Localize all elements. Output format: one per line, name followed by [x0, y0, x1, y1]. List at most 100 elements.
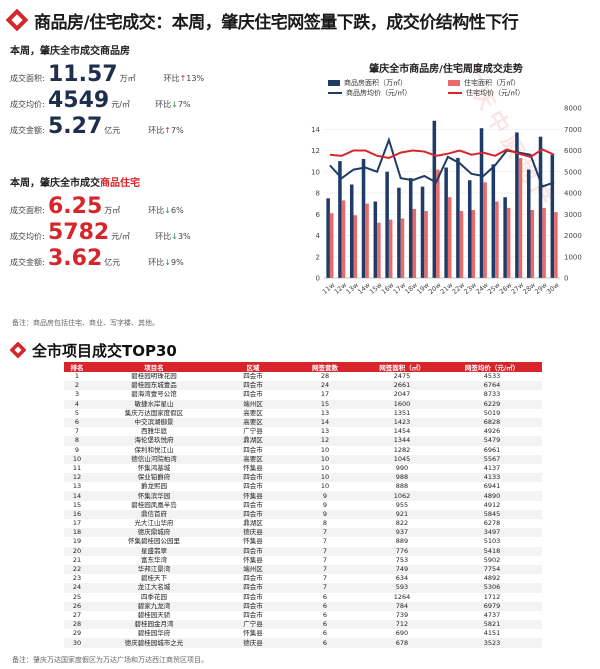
- table-row: 11 怀集鸿基城 怀集县 10 990 4137: [64, 464, 542, 473]
- stat-unit: 元/㎡: [111, 100, 130, 109]
- change-label: 环比: [163, 74, 180, 83]
- cell-rank: 30: [64, 638, 90, 648]
- y-right-tick-label: 8000: [564, 105, 582, 113]
- cell-area: 1062: [362, 491, 442, 501]
- stat-row: 成交金额: 5.27 亿元 环比↑7%: [10, 114, 240, 139]
- legend-label: 商品房均价（元/㎡）: [346, 89, 412, 97]
- stat-label: 成交面积:: [10, 74, 45, 83]
- top30-section-header: 全市项目成交TOP30: [10, 340, 177, 360]
- top30-title: 全市项目成交TOP30: [32, 341, 177, 360]
- legend-line-commercial-price: [328, 92, 342, 94]
- cell-area: 1282: [393, 445, 411, 454]
- cell-district: 四会市: [243, 445, 263, 454]
- y-left-tick-label: 10: [311, 168, 320, 176]
- cell-rank: 27: [72, 610, 82, 619]
- y-right-tick-label: 6000: [564, 147, 582, 155]
- cell-rank: 20: [64, 546, 90, 556]
- bar-commercial-area: [538, 136, 543, 278]
- cell-rank: 21: [72, 555, 82, 564]
- table-row: 18 德庆鼎城府 德庆县 7 937 3497: [64, 528, 542, 538]
- bar-residential-area: [554, 212, 558, 278]
- table-row: 10 德信山河院柏湾 高要区 10 1045 5567: [64, 454, 542, 464]
- bar-residential-area: [518, 157, 523, 278]
- cell-project: 集庆万达国家度假区: [124, 408, 184, 417]
- cell-project: 德庆碧桂园城市之光: [90, 638, 218, 648]
- cell-price: 8733: [483, 390, 501, 399]
- header-project: 项目名: [90, 362, 218, 372]
- change-value: 13%: [186, 74, 205, 83]
- cell-rank: 22: [64, 564, 90, 575]
- cell-project: 星盛翡翠: [90, 546, 218, 556]
- stat-unit: 亿元: [104, 126, 121, 135]
- change-value: 7%: [170, 126, 184, 135]
- residential-heading: 本周，肇庆全市成交商品住宅: [10, 176, 240, 192]
- cell-project: 海伦堡玖悦府: [90, 436, 218, 446]
- cell-district: 高要区: [243, 408, 263, 417]
- cell-rank: 19: [72, 537, 82, 546]
- cell-units: 10: [288, 454, 362, 464]
- bar-residential-area: [341, 200, 346, 278]
- cell-area: 712: [362, 620, 442, 630]
- chart-title: 肇庆全市商品房/住宅周度成交走势: [369, 64, 523, 75]
- stat-change: 环比↑7%: [148, 125, 183, 136]
- header-rank: 排名: [64, 362, 90, 372]
- bar-residential-area: [388, 219, 393, 278]
- cell-units: 6: [322, 592, 328, 601]
- cell-rank: 18: [64, 528, 90, 538]
- bar-commercial-area: [338, 161, 342, 278]
- cell-project: 西雅华庭: [141, 427, 167, 436]
- cell-rank: 13: [72, 482, 82, 491]
- cell-area: 634: [395, 574, 409, 583]
- cell-project: 华邦江景湾: [90, 564, 218, 575]
- cell-project: 碧桂园华府: [137, 629, 171, 638]
- cell-district: 怀集县: [243, 463, 263, 472]
- cell-price: 6941: [483, 482, 501, 491]
- cell-district: 四会市: [218, 509, 288, 519]
- cell-rank: 12: [64, 473, 90, 483]
- cell-price: 3523: [442, 638, 542, 648]
- stat-unit: 元/㎡: [111, 232, 130, 241]
- cell-district: 鼎湖区: [243, 519, 263, 528]
- cell-project: 敏捷水岸星山: [90, 399, 218, 409]
- stat-label: 成交面积:: [10, 206, 45, 215]
- change-value: 6%: [170, 206, 184, 215]
- stat-row: 成交均价: 5782 元/㎡ 环比↓3%: [10, 220, 240, 245]
- cell-area: 921: [362, 509, 442, 519]
- cell-units: 8: [322, 519, 328, 528]
- cell-area: 678: [362, 638, 442, 648]
- header-area: 网签面积（㎡）: [362, 362, 442, 372]
- table-row: 21 富东华湾 怀集县 7 753 5902: [64, 556, 542, 565]
- bar-residential-area: [459, 211, 464, 278]
- table-row: 2 碧桂园东城壹品 四会市 24 2661 6764: [64, 381, 542, 391]
- cell-units: 15: [288, 399, 362, 409]
- y-left-tick-label: 4: [316, 232, 321, 240]
- cell-district: 四会市: [243, 372, 263, 381]
- cell-district: 四会市: [243, 610, 263, 619]
- stat-value: 6.25: [48, 194, 103, 219]
- cell-area: 822: [395, 519, 409, 528]
- cell-price: 6229: [442, 399, 542, 409]
- table-row: 7 西雅华庭 广宁县 13 1454 4926: [64, 427, 542, 436]
- table-row: 16 鼎信首府 四会市 9 921 5845: [64, 509, 542, 519]
- legend-label: 住宅均价（元/㎡）: [466, 89, 525, 97]
- cell-units: 14: [288, 417, 362, 428]
- bar-commercial-area: [467, 180, 472, 278]
- bar-commercial-area: [349, 184, 354, 278]
- bar-residential-area: [377, 222, 381, 278]
- change-value: 3%: [177, 232, 191, 241]
- change-label: 环比: [148, 258, 165, 267]
- header-price: 网签均价（元/㎡）: [442, 362, 542, 372]
- cell-units: 10: [320, 482, 330, 491]
- cell-area: 749: [362, 564, 442, 575]
- cell-project: 保业铂爵府: [90, 473, 218, 483]
- cell-project: 四季花园: [141, 592, 167, 601]
- bar-commercial-area: [432, 120, 437, 278]
- table-row: 28 碧桂园金月湾 广宁县 6 712 5821: [64, 620, 542, 630]
- arrow-down-icon: ↓: [164, 258, 171, 267]
- cell-units: 24: [288, 381, 362, 391]
- cell-district: 四会市: [218, 546, 288, 556]
- cell-project: 鼎信首府: [90, 509, 218, 519]
- cell-area: 1423: [362, 417, 442, 428]
- cell-area: 988: [362, 473, 442, 483]
- cell-area: 888: [395, 482, 409, 491]
